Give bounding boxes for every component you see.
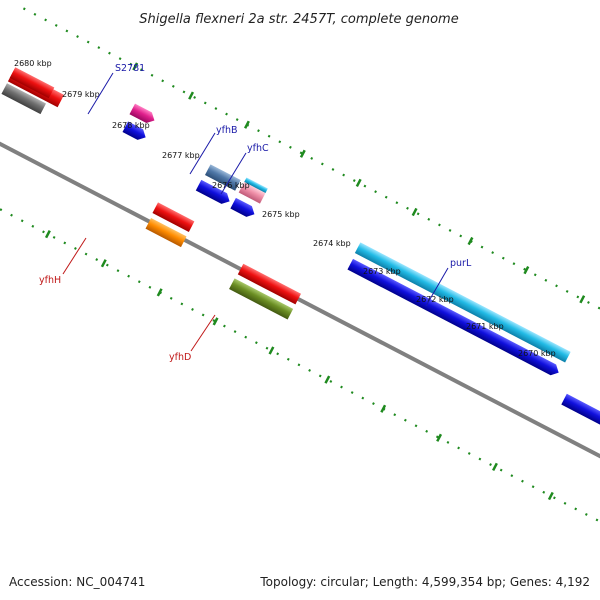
gene-red-reverse-1 xyxy=(9,67,55,99)
gene-label-yfhB[interactable]: yfhB xyxy=(216,125,238,136)
tick-label-2679: 2679 kbp xyxy=(62,90,100,99)
gene-label-S2781[interactable]: S2781 xyxy=(115,63,145,74)
gene-label-yfhC[interactable]: yfhC xyxy=(247,143,269,154)
tick-label-2675: 2675 kbp xyxy=(262,210,300,219)
gene-yfhH xyxy=(145,217,187,248)
genome-backbone xyxy=(0,122,600,478)
gene-labels: S2781 yfhB yfhC purL yfhH yfhD xyxy=(39,63,472,363)
tick-label-2673: 2673 kbp xyxy=(363,267,401,276)
tick-label-2676: 2676 kbp xyxy=(212,181,250,190)
kbp-labels: 2680 kbp 2679 kbp 2678 kbp 2677 kbp 2676… xyxy=(14,59,556,358)
tick-label-2678: 2678 kbp xyxy=(112,121,150,130)
gene-yfhB xyxy=(204,164,241,191)
gene-purL-blue xyxy=(347,258,559,376)
gene-label-leaders xyxy=(62,72,449,352)
tick-label-2672: 2672 kbp xyxy=(416,295,454,304)
gene-purL xyxy=(354,242,571,363)
gene-yfhD xyxy=(229,278,294,320)
gene-blue-rev-1 xyxy=(122,121,146,140)
gene-gray-left-edge xyxy=(1,83,47,115)
gene-label-yfhD[interactable]: yfhD xyxy=(169,352,191,363)
gene-blue-right-edge xyxy=(561,393,600,447)
accession-text: Accession: NC_004741 xyxy=(9,575,146,589)
gene-yfhD-red xyxy=(237,263,301,305)
gene-yfhC xyxy=(238,181,266,204)
scale-ticks xyxy=(44,62,586,501)
gene-blue-rev-3 xyxy=(230,197,255,217)
tick-label-2670: 2670 kbp xyxy=(518,349,556,358)
gene-yfhC-outline xyxy=(244,177,268,193)
tick-label-2677: 2677 kbp xyxy=(162,151,200,160)
gene-label-yfhH[interactable]: yfhH xyxy=(39,275,61,286)
tick-label-2674: 2674 kbp xyxy=(313,239,351,248)
tick-label-2680: 2680 kbp xyxy=(14,59,52,68)
map-title: Shigella flexneri 2a str. 2457T, complet… xyxy=(139,12,458,27)
genome-summary-text: Topology: circular; Length: 4,599,354 bp… xyxy=(260,575,590,589)
tick-label-2671: 2671 kbp xyxy=(466,322,504,331)
gene-label-purL[interactable]: purL xyxy=(450,258,472,269)
gene-blue-rev-2 xyxy=(195,179,230,204)
gene-S2781 xyxy=(129,103,155,124)
gene-yfhH-red xyxy=(152,202,195,232)
